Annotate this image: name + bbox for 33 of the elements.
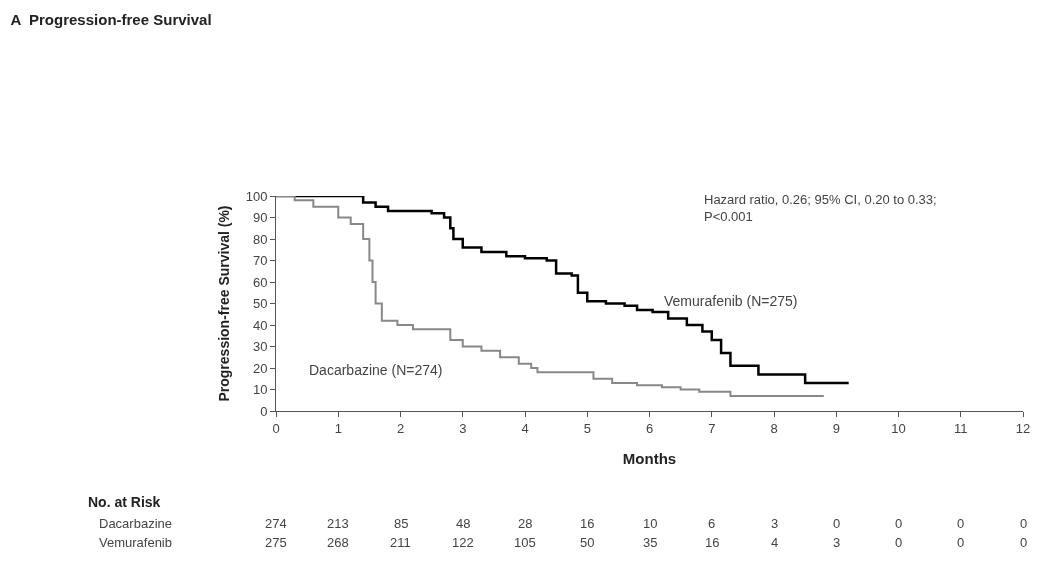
y-tick-label: 80 <box>252 231 268 247</box>
text: No. at Risk <box>88 494 161 510</box>
x-tick-label: 3 <box>459 420 467 436</box>
x-tick-label: 1 <box>334 420 342 436</box>
x-tick-label: 7 <box>708 420 716 436</box>
text: Dacarbazine 274 213 85 48 28 16 10 6 3 0 0 0 0 <box>99 516 1028 531</box>
x-tick-label: 9 <box>832 420 840 436</box>
series-label: Vemurafenib (N=275) <box>664 293 798 309</box>
x-tick-label: 12 <box>1015 420 1031 436</box>
x-tick-label: 0 <box>272 420 280 436</box>
x-tick-label: 2 <box>396 420 405 436</box>
y-tick-label: 0 <box>260 403 268 419</box>
y-tick-label: 50 <box>252 296 268 312</box>
y-tick-label: 70 <box>252 253 268 269</box>
x-tick-label: 4 <box>521 420 529 436</box>
annotation: Hazard ratio, 0.26; 95% CI, 0.20 to 0.33; P<0.001 <box>704 192 937 224</box>
y-tick-label: 90 <box>252 210 268 226</box>
text: Vemurafenib 275 268 211 122 105 50 35 16 4 3 0 0 0 <box>99 535 1028 550</box>
x-axis-title: Months <box>622 449 677 467</box>
y-tick-label: 30 <box>252 339 268 355</box>
y-tick-label: 40 <box>252 317 268 333</box>
x-tick-label: 10 <box>891 420 906 436</box>
series-label: Dacarbazine (N=274) <box>309 362 443 378</box>
x-tick-label: 6 <box>645 420 654 436</box>
text: A Progression-free Survival <box>10 10 212 28</box>
x-tick-label: 8 <box>770 420 778 436</box>
y-tick-label: 20 <box>252 360 268 376</box>
y-axis-title: Progression-free Survival (%) <box>216 205 233 402</box>
x-tick-label: 5 <box>583 420 591 436</box>
y-tick-label: 60 <box>252 274 268 290</box>
y-tick-label: 100 <box>245 188 268 204</box>
x-tick-label: 11 <box>954 420 968 436</box>
y-tick-label: 10 <box>252 382 268 398</box>
